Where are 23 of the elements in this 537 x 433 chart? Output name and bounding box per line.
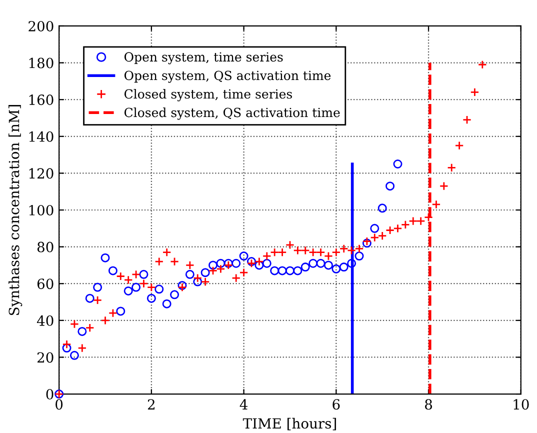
y-tick-label: 0 bbox=[46, 389, 54, 400]
y-tick-label: 180 bbox=[29, 58, 54, 68]
x-tick-label: 6 bbox=[332, 399, 340, 410]
y-tick-label: 80 bbox=[37, 242, 54, 252]
legend-label: Closed system, time series bbox=[124, 89, 292, 102]
x-tick-label: 10 bbox=[514, 399, 529, 410]
y-tick-label: 40 bbox=[36, 315, 54, 326]
legend-label: Open system, time series bbox=[124, 52, 283, 64]
y-tick-label: 140 bbox=[29, 131, 54, 142]
y-tick-label: 120 bbox=[29, 168, 54, 179]
x-axis-title: TIME [hours] bbox=[242, 418, 336, 430]
y-axis-title: Synthases concentration [nM] bbox=[8, 105, 22, 315]
x-tick-label: 0 bbox=[56, 399, 63, 410]
y-tick-label: 20 bbox=[37, 352, 54, 363]
y-tick-label: 100 bbox=[29, 204, 54, 216]
legend-label: Closed system, QS activation time bbox=[124, 108, 340, 120]
legend-label: Open system, QS activation time bbox=[124, 70, 331, 83]
y-tick-label: 200 bbox=[28, 20, 54, 32]
y-tick-label: 60 bbox=[37, 278, 54, 290]
y-tick-label: 160 bbox=[29, 94, 54, 106]
x-tick-label: 2 bbox=[148, 399, 154, 410]
x-tick-label: 8 bbox=[425, 399, 432, 410]
x-tick-label: 4 bbox=[240, 399, 248, 410]
